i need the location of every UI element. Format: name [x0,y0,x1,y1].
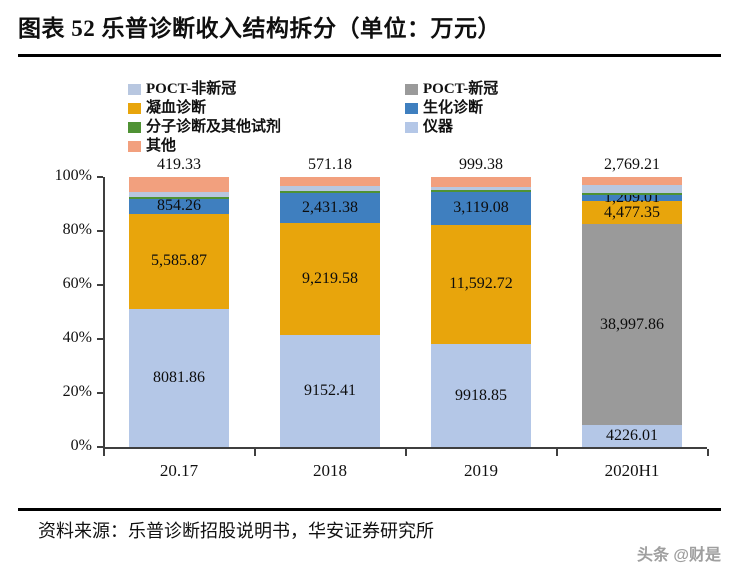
x-axis-label: 20.17 [159,461,199,480]
legend-item-label: 其他 [146,138,177,154]
y-tick-mark [97,392,103,394]
y-axis-label: 0% [70,437,92,454]
legend-item-right-1[interactable]: 生化诊断 [405,99,498,117]
bar-total-value: 419.33 [157,156,201,173]
x-tick-mark [556,449,558,456]
bar-total-value: 999.38 [459,156,503,173]
footer-divider [18,508,721,511]
bar-segment[interactable] [582,177,682,185]
page-title: 图表 52 乐普诊断收入结构拆分（单位：万元） [18,16,501,41]
bar-segment[interactable] [280,186,380,192]
bar-segment[interactable] [582,425,682,447]
x-tick-mark [103,449,105,456]
y-axis-label: 40% [62,329,92,346]
y-tick-mark [97,284,103,286]
y-tick-mark [97,446,103,448]
bar-segment[interactable] [431,344,531,447]
bar-segment[interactable] [129,196,229,200]
source-note: 资料来源：乐普诊断招股说明书，华安证券研究所 [38,521,434,541]
y-axis-line [103,177,105,449]
x-tick-mark [254,449,256,456]
bar-segment[interactable] [582,193,682,195]
bar-segment[interactable] [129,177,229,193]
legend-item-label: POCT-非新冠 [146,81,237,97]
bar-segment[interactable] [431,189,531,193]
bar-segment[interactable] [129,192,229,197]
bar-stack-2020H1[interactable]: 4226.01 38,997.86 4,477.35 1,209.01 2,769.21 [582,156,682,447]
legend-item-label: 仪器 [423,119,454,135]
legend-item-left-1[interactable]: 凝血诊断 [128,99,281,117]
x-tick-mark [707,449,709,456]
x-axis-line [103,447,707,449]
legend-item-label: 分子诊断及其他试剂 [146,119,282,135]
bar-segment[interactable] [582,223,682,426]
bar-segment[interactable] [280,223,380,336]
bar-total-value: 571.18 [308,156,352,173]
legend-swatch-icon [128,140,141,152]
y-tick-mark [97,176,103,178]
bar-stack-2019[interactable]: 9918.85 11,592.72 3,119.08 999.38 [431,156,531,447]
bar-segment[interactable] [431,177,531,188]
x-axis-label: 2020H1 [604,461,660,480]
y-tick-mark [97,230,103,232]
bar-segment[interactable] [129,309,229,447]
y-axis-label: 80% [62,221,92,238]
bar-segment[interactable] [431,187,531,190]
bar-segment[interactable] [431,192,531,225]
title-divider [18,54,721,57]
legend-swatch-icon [405,102,418,114]
bar-segment[interactable] [280,177,380,187]
y-axis-label: 100% [54,167,92,184]
bar-total-value: 2,769.21 [604,156,660,173]
legend-swatch-icon [128,102,141,114]
x-axis-label: 2019 [464,461,498,480]
bar-segment[interactable] [129,213,229,310]
bar-segment[interactable] [582,201,682,224]
legend-item-left-2[interactable]: 分子诊断及其他试剂 [128,118,281,136]
bar-segment[interactable] [582,194,682,202]
legend-item-left-3[interactable]: 其他 [128,137,281,155]
x-axis-label: 2018 [313,461,347,480]
chart-title-block: 图表 52 乐普诊断收入结构拆分（单位：万元） [18,14,723,56]
bar-segment[interactable] [582,184,682,194]
bar-stack-20.17[interactable]: 8081.86 5,585.87 854.26 419.33 [129,156,229,447]
legend-swatch-icon [128,121,141,133]
legend-swatch-icon [405,121,418,133]
y-tick-mark [97,338,103,340]
legend-swatch-icon [128,83,141,95]
legend-item-label: 生化诊断 [423,100,484,116]
legend-swatch-icon [405,83,418,95]
legend-item-left-0[interactable]: POCT-非新冠 [128,80,281,98]
y-axis-label: 20% [62,383,92,400]
chart-legend: POCT-非新冠 凝血诊断分子诊断及其他试剂 其他 POCT-新冠 生化诊断仪器 [128,80,598,154]
legend-item-label: POCT-新冠 [423,81,499,97]
legend-item-right-2[interactable]: 仪器 [405,118,498,136]
bar-segment[interactable] [280,191,380,194]
bar-segment[interactable] [129,199,229,214]
legend-item-label: 凝血诊断 [146,100,207,116]
legend-column-left: POCT-非新冠 凝血诊断分子诊断及其他试剂 其他 [128,80,281,156]
x-tick-mark [405,449,407,456]
bar-segment[interactable] [280,335,380,447]
bar-segment[interactable] [280,193,380,224]
legend-column-right: POCT-新冠 生化诊断仪器 [405,80,498,137]
watermark: 头条 @财是 [636,547,721,564]
legend-item-right-0[interactable]: POCT-新冠 [405,80,498,98]
bar-stack-2018[interactable]: 9152.41 9,219.58 2,431.38 571.18 [280,156,380,447]
bar-segment[interactable] [431,224,531,345]
y-axis-label: 60% [62,275,92,292]
